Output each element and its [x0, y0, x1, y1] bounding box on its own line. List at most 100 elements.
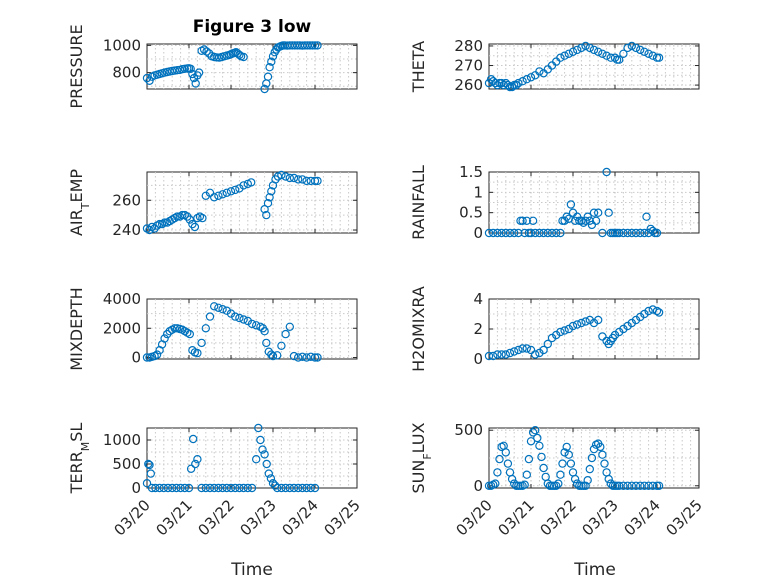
data-point	[235, 50, 244, 60]
data-point	[260, 450, 269, 459]
data-point	[310, 483, 320, 493]
data-point	[265, 193, 274, 202]
data-point	[644, 306, 653, 316]
data-point	[640, 228, 649, 238]
data-point	[252, 455, 261, 464]
data-point	[289, 483, 299, 493]
data-point	[201, 483, 210, 493]
data-point	[493, 228, 502, 238]
data-point	[589, 208, 599, 217]
data-point	[302, 483, 311, 493]
data-point	[552, 228, 561, 238]
y-axis-label: TERRMSL	[67, 423, 92, 495]
y-label-part: EMP	[67, 169, 86, 203]
y-axis-label: PRESSURE	[67, 24, 86, 108]
data-point	[573, 45, 582, 55]
data-point	[615, 228, 624, 238]
y-tick-label: 240	[112, 221, 141, 239]
data-point	[619, 228, 628, 238]
data-point	[493, 350, 502, 359]
data-point	[640, 47, 649, 57]
x-tick-label: 03/22	[195, 496, 238, 539]
data-point	[531, 228, 540, 238]
data-point	[313, 176, 322, 186]
data-point	[193, 348, 202, 358]
data-point	[526, 437, 536, 446]
data-point	[163, 483, 173, 493]
data-point	[615, 55, 624, 64]
data-point	[151, 483, 160, 493]
data-point	[205, 312, 215, 321]
y-axis-label: AIRTEMP	[67, 169, 92, 236]
data-point	[501, 448, 510, 457]
data-point	[243, 316, 252, 326]
data-point	[636, 481, 645, 490]
y-label-subscript: T	[79, 202, 92, 210]
y-axis-label: SUNFLUX	[409, 422, 434, 493]
data-point	[281, 483, 290, 493]
data-point	[589, 45, 599, 55]
data-point	[285, 173, 294, 183]
data-point	[644, 481, 653, 490]
data-point	[581, 481, 590, 490]
data-point	[558, 459, 567, 468]
data-point	[531, 350, 540, 359]
y-tick-label: 0	[473, 350, 483, 368]
data-point	[268, 351, 278, 361]
data-point	[520, 480, 529, 489]
data-point	[497, 228, 506, 238]
data-point	[262, 210, 271, 220]
data-point	[598, 228, 607, 238]
data-point	[289, 173, 299, 183]
x-axis-label-left: Time	[230, 560, 273, 580]
data-point	[577, 43, 586, 53]
data-point	[491, 479, 500, 488]
data-point	[526, 345, 536, 355]
data-point	[644, 49, 653, 59]
y-tick-label: 260	[112, 191, 141, 209]
data-point	[294, 353, 303, 362]
y-tick-label: 800	[112, 64, 141, 82]
data-point	[533, 433, 542, 443]
data-point	[218, 305, 227, 314]
data-point	[313, 353, 322, 362]
data-point	[267, 187, 276, 196]
data-point	[610, 53, 620, 62]
x-tick-label: 03/20	[111, 496, 154, 539]
data-point	[627, 481, 637, 490]
data-point	[560, 51, 569, 60]
data-point	[627, 41, 637, 51]
data-point	[598, 49, 607, 59]
data-point	[146, 469, 155, 478]
data-point	[619, 481, 628, 490]
data-point	[226, 483, 236, 493]
data-point	[560, 216, 569, 225]
data-point	[602, 167, 611, 177]
subplot-3: 240 260 AIRTEMP	[67, 169, 358, 239]
data-point	[239, 181, 248, 190]
data-point	[627, 228, 637, 238]
y-label-part: SUN	[409, 460, 428, 494]
data-point	[239, 52, 248, 62]
data-point	[155, 483, 164, 493]
data-point	[172, 212, 182, 221]
y-tick-label: 500	[112, 455, 141, 473]
data-point	[176, 483, 185, 493]
y-axis-label: H2OMIXRA	[409, 286, 428, 372]
y-tick-label: 2	[473, 320, 483, 338]
data-point	[520, 228, 529, 238]
x-tick-label: 03/25	[663, 496, 706, 539]
y-label-part: TERR	[67, 451, 86, 494]
data-point	[142, 479, 152, 488]
data-point	[285, 322, 294, 331]
data-point	[636, 228, 645, 238]
data-point	[310, 176, 320, 186]
data-point	[306, 483, 315, 493]
data-point	[264, 469, 273, 478]
data-point	[526, 73, 536, 82]
data-point	[277, 341, 286, 350]
data-point	[583, 476, 592, 485]
data-point	[514, 345, 523, 355]
subplot-1: 800 1000 PRESSURE	[67, 24, 358, 109]
